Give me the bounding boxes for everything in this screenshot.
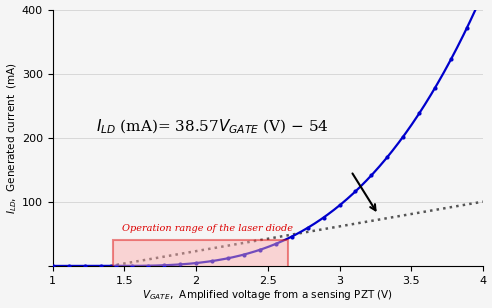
Text: $\mathit{I}_{LD}$ (mA)= 38.57$\mathit{V}_{GATE}$ (V) $-$ 54: $\mathit{I}_{LD}$ (mA)= 38.57$\mathit{V}…	[96, 118, 329, 136]
Y-axis label: $I_{LD}$,  Generated current  (mA): $I_{LD}$, Generated current (mA)	[5, 62, 19, 214]
Text: Operation range of the laser diode: Operation range of the laser diode	[122, 224, 293, 233]
Bar	[113, 240, 288, 267]
X-axis label: $V_{GATE}$,  Amplified voltage from a sensing PZT (V): $V_{GATE}$, Amplified voltage from a sen…	[142, 289, 393, 302]
